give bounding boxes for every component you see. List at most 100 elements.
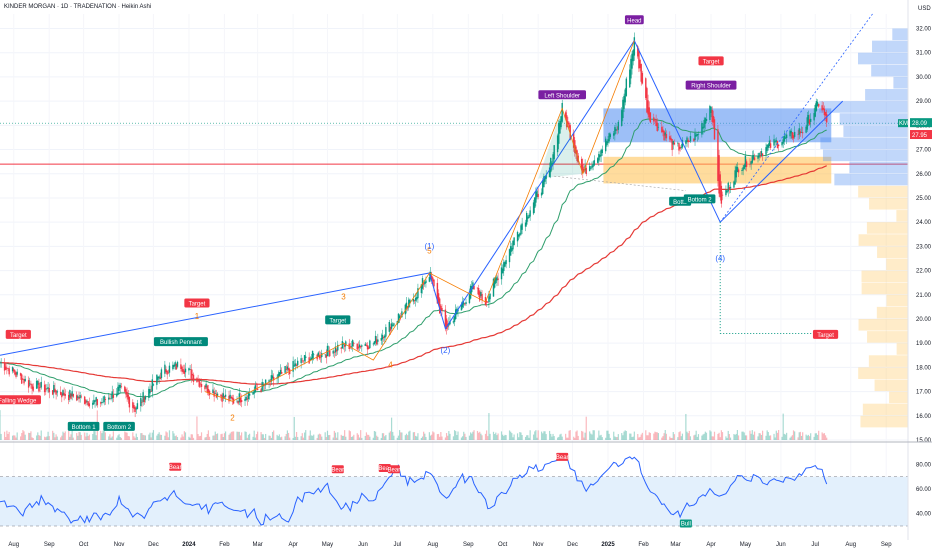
candle-body bbox=[183, 370, 186, 374]
candle-body bbox=[254, 385, 257, 392]
candle-body bbox=[513, 237, 515, 246]
volume-bar bbox=[112, 431, 114, 440]
volume-bar bbox=[196, 416, 198, 440]
candle-body bbox=[149, 389, 151, 394]
candle-body bbox=[237, 400, 239, 404]
candle-body bbox=[385, 327, 387, 337]
volume-bar bbox=[696, 436, 698, 440]
candle-body bbox=[640, 64, 642, 82]
volume-bar bbox=[353, 434, 355, 440]
volume-bar bbox=[232, 431, 235, 440]
candle-body bbox=[477, 287, 480, 295]
volume-bar bbox=[205, 437, 207, 440]
volume-bar bbox=[705, 432, 708, 440]
volume-bar bbox=[334, 432, 337, 440]
candle-body bbox=[509, 246, 512, 256]
volume-bar bbox=[208, 436, 211, 440]
candle-body bbox=[663, 130, 665, 141]
volume-bar bbox=[47, 431, 49, 440]
candle-body bbox=[14, 370, 16, 375]
candle-body bbox=[388, 321, 391, 332]
volume-bar bbox=[445, 433, 448, 440]
candle-body bbox=[133, 405, 135, 409]
candle-body bbox=[85, 400, 87, 404]
candle-body bbox=[681, 140, 684, 148]
volume-bar bbox=[254, 437, 256, 440]
bear-tag: Bear bbox=[169, 465, 182, 471]
volume-bar bbox=[246, 437, 248, 440]
candle-body bbox=[6, 368, 8, 369]
candle-body bbox=[295, 364, 298, 366]
volume-bar bbox=[63, 432, 65, 440]
candle-body bbox=[485, 301, 488, 303]
candle-body bbox=[464, 303, 466, 305]
candle-body bbox=[198, 380, 200, 387]
candle-body bbox=[95, 397, 97, 402]
candle-body bbox=[697, 134, 700, 135]
volume-bar bbox=[39, 435, 41, 440]
volume-bar bbox=[536, 437, 538, 440]
volume-bar bbox=[340, 434, 342, 440]
volume-bar bbox=[824, 435, 827, 440]
volume-bar bbox=[649, 432, 651, 440]
candle-body bbox=[199, 383, 202, 385]
volume-bar bbox=[448, 431, 450, 440]
volume-bar bbox=[613, 431, 615, 440]
volume-bar bbox=[784, 434, 787, 440]
volume-bar bbox=[494, 434, 496, 440]
candle-body bbox=[761, 153, 764, 156]
volume-bar bbox=[736, 430, 738, 440]
volume-bar bbox=[496, 435, 498, 440]
volume-profile-bar bbox=[862, 403, 908, 416]
time-tick-label: Sep bbox=[463, 542, 474, 548]
candle-body bbox=[463, 302, 465, 305]
candle-body bbox=[349, 346, 352, 347]
candle-body bbox=[263, 385, 266, 386]
candle-body bbox=[40, 381, 42, 388]
candle-body bbox=[285, 369, 287, 371]
candle-body bbox=[300, 358, 302, 364]
candle-body bbox=[135, 408, 137, 410]
volume-bar bbox=[325, 437, 327, 440]
candle-body bbox=[213, 391, 215, 397]
candle-body bbox=[414, 297, 417, 301]
candle-body bbox=[13, 369, 15, 372]
candle-body bbox=[545, 174, 547, 179]
volume-bar bbox=[689, 436, 692, 440]
volume-bar bbox=[776, 432, 779, 440]
candle-body bbox=[79, 395, 81, 399]
candle-body bbox=[118, 384, 120, 391]
volume-bar bbox=[191, 434, 193, 440]
bear-tag: Bear bbox=[388, 467, 401, 473]
volume-bar bbox=[582, 431, 584, 440]
volume-bar bbox=[665, 433, 668, 440]
volume-profile-bar bbox=[876, 306, 908, 319]
candle-body bbox=[3, 362, 6, 371]
volume-bar bbox=[310, 435, 313, 440]
volume-bar bbox=[157, 433, 159, 440]
candle-body bbox=[287, 367, 290, 371]
candle-body bbox=[742, 167, 744, 171]
volume-bar bbox=[552, 433, 554, 440]
candle-body bbox=[94, 400, 96, 402]
candle-body bbox=[497, 278, 499, 280]
candle-body bbox=[548, 167, 551, 177]
candle-body bbox=[826, 113, 828, 123]
candle-body bbox=[806, 117, 808, 130]
volume-bar bbox=[142, 434, 144, 440]
candle-body bbox=[366, 345, 369, 350]
volume-bar bbox=[326, 430, 329, 440]
candle-body bbox=[61, 393, 63, 398]
candle-body bbox=[408, 299, 410, 308]
volume-bar bbox=[791, 435, 793, 440]
candle-body bbox=[341, 341, 344, 349]
volume-bar bbox=[281, 436, 283, 440]
volume-bar bbox=[807, 434, 809, 440]
volume-bar bbox=[240, 432, 243, 440]
candle-body bbox=[665, 134, 668, 139]
candle-body bbox=[350, 345, 353, 347]
candle-body bbox=[319, 356, 322, 358]
volume-bar bbox=[401, 432, 403, 440]
kmi-tag-bg bbox=[898, 119, 908, 128]
